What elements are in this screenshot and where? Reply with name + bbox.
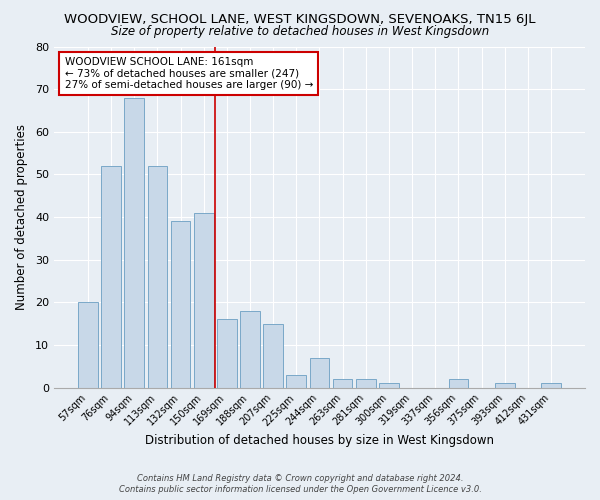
- Bar: [286, 375, 306, 388]
- Text: WOODVIEW, SCHOOL LANE, WEST KINGSDOWN, SEVENOAKS, TN15 6JL: WOODVIEW, SCHOOL LANE, WEST KINGSDOWN, S…: [64, 12, 536, 26]
- Bar: [170, 222, 190, 388]
- Bar: [263, 324, 283, 388]
- Bar: [495, 384, 515, 388]
- Bar: [78, 302, 98, 388]
- Bar: [240, 311, 260, 388]
- Text: Size of property relative to detached houses in West Kingsdown: Size of property relative to detached ho…: [111, 25, 489, 38]
- Bar: [310, 358, 329, 388]
- Bar: [541, 384, 561, 388]
- Bar: [194, 213, 214, 388]
- Bar: [356, 379, 376, 388]
- Bar: [148, 166, 167, 388]
- Bar: [217, 320, 236, 388]
- Y-axis label: Number of detached properties: Number of detached properties: [15, 124, 28, 310]
- Bar: [101, 166, 121, 388]
- Bar: [124, 98, 144, 388]
- Bar: [449, 379, 468, 388]
- X-axis label: Distribution of detached houses by size in West Kingsdown: Distribution of detached houses by size …: [145, 434, 494, 448]
- Bar: [333, 379, 352, 388]
- Text: WOODVIEW SCHOOL LANE: 161sqm
← 73% of detached houses are smaller (247)
27% of s: WOODVIEW SCHOOL LANE: 161sqm ← 73% of de…: [65, 56, 313, 90]
- Text: Contains HM Land Registry data © Crown copyright and database right 2024.
Contai: Contains HM Land Registry data © Crown c…: [119, 474, 481, 494]
- Bar: [379, 384, 399, 388]
